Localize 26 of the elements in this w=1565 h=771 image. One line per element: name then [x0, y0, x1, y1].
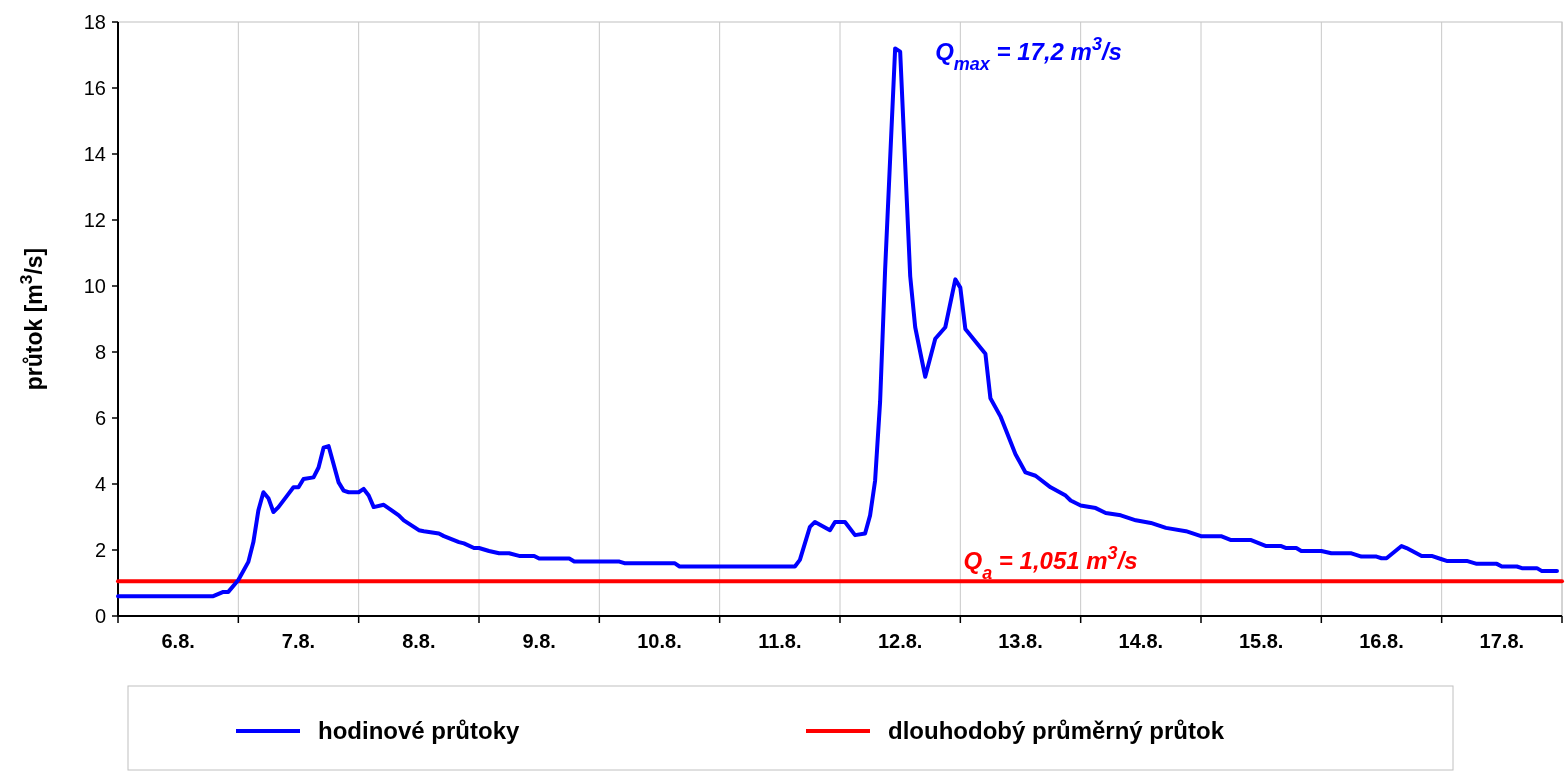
y-tick-label: 12 [83, 209, 106, 231]
y-tick-label: 4 [94, 473, 106, 495]
y-tick-label: 16 [83, 77, 106, 99]
x-tick-label: 11.8. [758, 630, 802, 652]
y-tick-label: 0 [94, 605, 106, 627]
x-tick-label: 7.8. [281, 630, 316, 652]
y-tick-label: 6 [94, 407, 106, 429]
x-tick-label: 8.8. [402, 630, 436, 652]
y-tick-label: 18 [83, 11, 106, 33]
y-tick-label: 2 [94, 539, 106, 561]
y-tick-label: 14 [83, 143, 106, 165]
annotation: Q$_{max}$ = 17,2 m$^{3}$/s [935, 34, 1122, 75]
y-tick-label: 10 [83, 275, 106, 297]
x-tick-label: 14.8. [1118, 630, 1164, 652]
x-tick-label: 17.8. [1479, 630, 1525, 652]
annotation: Q$_{a}$ = 1,051 m$^{3}$/s [963, 543, 1138, 584]
legend-label: hodinové průtoky [318, 717, 520, 745]
legend-label: dlouhodobý průměrný průtok [888, 717, 1225, 745]
x-tick-label: 10.8. [637, 630, 682, 652]
x-tick-label: 9.8. [522, 630, 556, 652]
x-tick-label: 16.8. [1359, 630, 1404, 652]
x-tick-label: 15.8. [1238, 630, 1284, 652]
x-tick-label: 13.8. [998, 630, 1043, 652]
x-tick-label: 12.8. [877, 630, 923, 652]
y-tick-label: 8 [94, 341, 106, 363]
x-tick-label: 6.8. [161, 630, 195, 652]
